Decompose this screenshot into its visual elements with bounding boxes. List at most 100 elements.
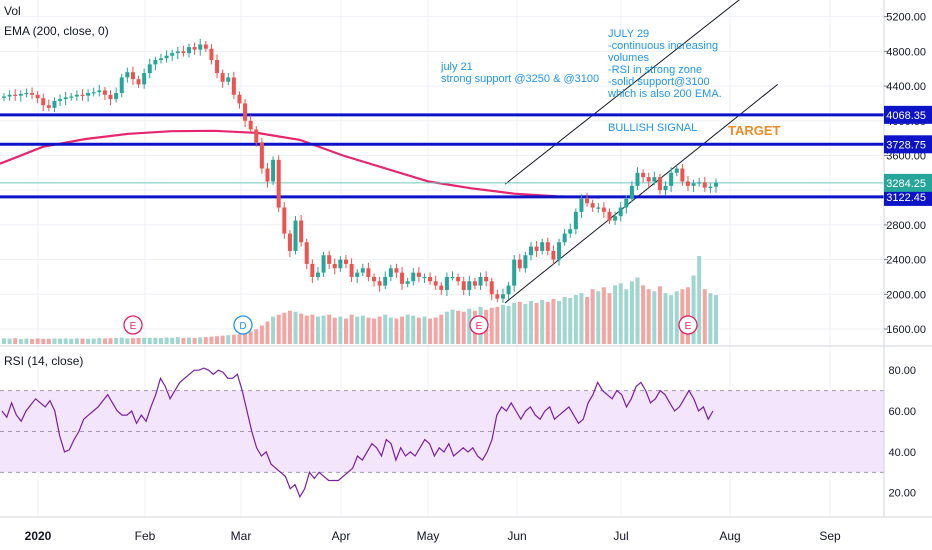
volume-bar <box>181 337 186 344</box>
volume-bar <box>534 302 539 344</box>
level-badge-bg <box>884 187 932 206</box>
candle-body <box>119 77 124 94</box>
volume-bar <box>226 335 231 344</box>
candle-body <box>691 183 696 186</box>
volume-bar <box>164 337 169 344</box>
candle-body <box>130 72 135 80</box>
candle-body <box>540 242 545 251</box>
volume-bar <box>130 338 135 344</box>
rsi-indicator-label[interactable]: RSI (14, close) <box>4 354 84 368</box>
candle-body <box>377 281 382 286</box>
candle-body <box>439 285 444 290</box>
candle-body <box>400 272 405 284</box>
candle-body <box>35 94 40 99</box>
rsi-tick-label: 80.00 <box>888 365 916 377</box>
candle-body <box>685 181 690 186</box>
volume-bar <box>579 293 584 344</box>
candle-body <box>579 198 584 212</box>
level-badge-bg <box>884 105 932 124</box>
time-tick-label: May <box>417 529 440 543</box>
volume-bar <box>231 334 236 344</box>
candle-body <box>613 216 618 221</box>
volume-bar <box>383 314 388 344</box>
candle-body <box>164 55 169 59</box>
volume-bar <box>136 338 141 344</box>
volume-bar <box>663 293 668 344</box>
candle-body <box>394 268 399 273</box>
candle-body <box>669 172 674 186</box>
candle-body <box>355 272 360 277</box>
candle-body <box>265 168 270 182</box>
candle-body <box>282 207 287 234</box>
volume-bar <box>86 338 91 344</box>
last-price-badge-bg <box>884 173 932 192</box>
candle-body <box>299 220 304 243</box>
candle-body <box>136 79 141 85</box>
channel-layer <box>504 0 779 304</box>
volume-bar <box>439 314 444 344</box>
candle-body <box>467 281 472 290</box>
price-tick-label: 4400.00 <box>886 81 926 93</box>
last-price-badge: 3284.25 <box>886 178 926 190</box>
candle-body <box>472 281 477 286</box>
volume-bar <box>315 316 320 344</box>
volume-bar <box>601 287 606 344</box>
volume-bar <box>422 316 427 344</box>
ema-indicator-label[interactable]: EMA (200, close, 0) <box>4 24 109 38</box>
candle-body <box>534 246 539 251</box>
candle-body <box>13 94 18 96</box>
volume-bar <box>349 314 354 344</box>
candle-body <box>315 272 320 277</box>
volume-bar <box>321 315 326 344</box>
volume-bar <box>63 338 68 344</box>
candle-body <box>489 281 494 295</box>
candle-body <box>601 207 606 212</box>
volume-bar <box>243 333 248 344</box>
volume-bar <box>702 289 707 344</box>
candle-body <box>24 93 29 95</box>
candle-body <box>557 242 562 260</box>
earnings-marker: D <box>233 315 253 335</box>
volume-bar <box>97 338 102 344</box>
earnings-marker: E <box>123 315 143 335</box>
candle-body <box>271 159 276 182</box>
candle-body <box>714 182 718 187</box>
candle-body <box>74 94 79 97</box>
annotation-july29: JULY 29 -continuous increasing volumes -RSI… <box>607 28 722 100</box>
marker-circle <box>233 315 253 335</box>
candle-body <box>372 276 377 282</box>
volume-bar <box>304 315 309 344</box>
volume-bar <box>641 285 646 344</box>
rsi-line <box>1 367 714 499</box>
volume-bar <box>343 318 348 344</box>
volume-bar <box>540 299 545 344</box>
annotation-july21: july 21 strong support @3250 & @3100 <box>440 61 599 85</box>
candle-body <box>187 47 192 54</box>
volume-bar <box>360 315 365 344</box>
annotation-bullish-signal: BULLISH SIGNAL <box>608 122 697 134</box>
candle-body <box>461 281 466 290</box>
volume-bar <box>142 337 147 344</box>
candle-body <box>484 276 489 282</box>
candle-body <box>607 211 612 221</box>
volume-bar <box>523 303 528 344</box>
volume-bar <box>557 300 562 344</box>
volume-bar <box>456 310 461 344</box>
candle-body <box>220 73 225 82</box>
candle-body <box>80 94 85 96</box>
volume-bar <box>652 291 657 344</box>
ema-layer <box>0 129 601 199</box>
candle-body <box>69 96 74 98</box>
price-tick-label: 2400.00 <box>886 255 926 267</box>
volume-bar <box>394 318 399 344</box>
volume-bar <box>175 337 180 344</box>
volume-bar <box>58 338 63 344</box>
candle-body <box>304 242 309 264</box>
volume-bar <box>366 317 371 344</box>
earnings-marker: E <box>469 315 489 335</box>
volume-bar <box>327 314 332 344</box>
volume-bar <box>657 286 662 344</box>
candle-body <box>674 168 679 173</box>
volume-indicator-label[interactable]: Vol <box>4 4 21 18</box>
